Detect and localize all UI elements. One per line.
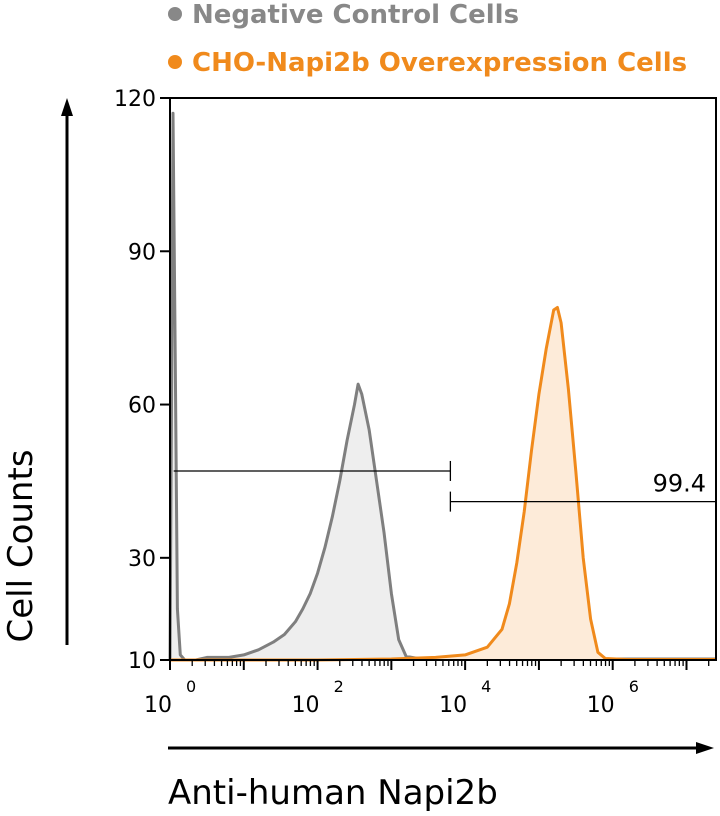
legend-item-negative-control: Negative Control Cells	[168, 0, 519, 30]
plot-frame	[169, 97, 717, 661]
x-tick-exponent: 4	[481, 677, 491, 696]
series-line-negative-control	[168, 111, 716, 662]
x-axis-arrowhead	[696, 742, 714, 754]
x-tick-label: 10	[587, 693, 615, 718]
legend-label-overexpression: CHO-Napi2b Overexpression Cells	[192, 48, 688, 78]
y-axis-arrowhead	[61, 98, 73, 116]
legend-label-negative-control: Negative Control Cells	[192, 0, 520, 30]
series-fill-overexpression	[170, 307, 716, 660]
legend-dot-negative-control	[168, 6, 182, 21]
y-axis-ticks: 10 30 60 90 120	[114, 87, 170, 674]
y-tick-label: 90	[128, 240, 156, 265]
legend-item-overexpression: CHO-Napi2b Overexpression Cells	[168, 48, 687, 78]
x-tick-label: 10	[144, 693, 172, 718]
series-fill-negative-control	[170, 113, 716, 661]
x-tick-exponent: 6	[629, 677, 639, 696]
x-tick-exponent: 0	[186, 677, 196, 696]
y-tick-label: 120	[114, 87, 156, 112]
y-axis-title: Cell Counts	[1, 449, 41, 642]
gate-percentage-label: 99.4	[653, 470, 706, 498]
x-axis-ticks: 10 0 10 2 10 4 10 6	[144, 660, 710, 718]
y-tick-label: 60	[128, 394, 156, 419]
gate-layer: 99.4	[173, 460, 716, 512]
x-tick-label: 10	[439, 693, 467, 718]
series-layer	[168, 111, 716, 662]
x-tick-label: 10	[292, 693, 320, 718]
y-tick-label: 10	[128, 649, 156, 674]
series-line-overexpression	[170, 306, 716, 662]
x-tick-exponent: 2	[334, 677, 344, 696]
legend-dot-overexpression	[168, 54, 182, 69]
x-axis-title: Anti-human Napi2b	[168, 773, 498, 813]
y-tick-label: 30	[128, 547, 156, 572]
